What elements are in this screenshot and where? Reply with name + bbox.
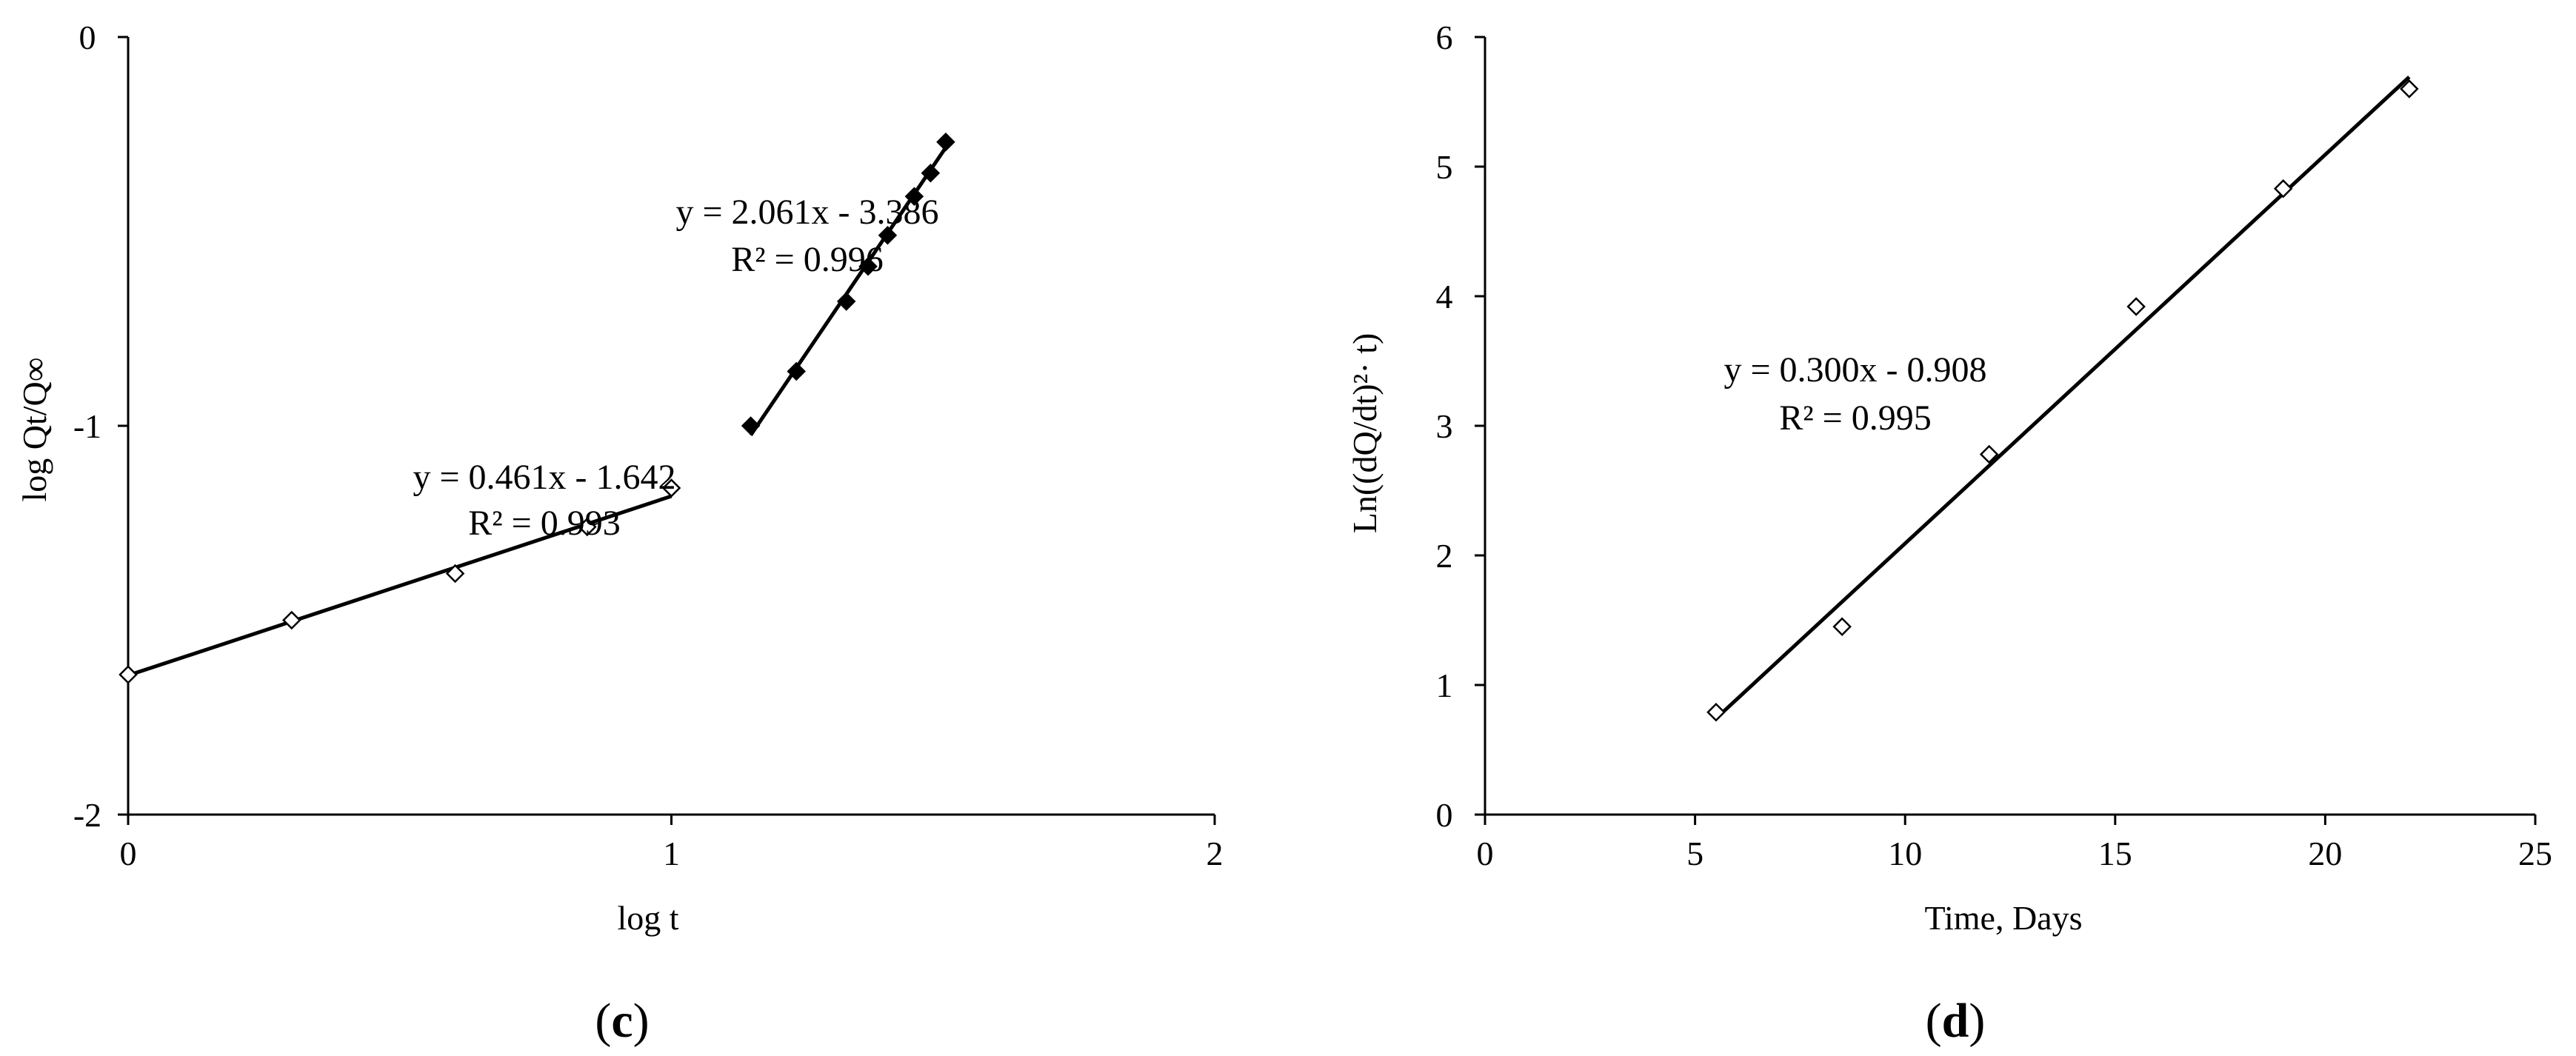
x-axis-title: Time, Days (1925, 899, 2083, 937)
y-tick-label: -2 (73, 796, 101, 834)
chart-c: -2 -1 0 0 1 2 log t log Qt/Q∞ (c) y = 0.461x - 1.… (16, 19, 1224, 1048)
y-tick-label: 2 (1436, 537, 1453, 575)
x-tick-label: 20 (2308, 835, 2342, 872)
y-axis-title: log Qt/Q∞ (16, 357, 53, 501)
panel-label: (d) (1926, 994, 1986, 1048)
data-point-open-diamond (119, 665, 138, 684)
y-tick-label: 6 (1436, 19, 1453, 56)
data-point-open-diamond (1979, 444, 1999, 464)
x-tick-label: 15 (2098, 835, 2132, 872)
data-point-open-diamond (578, 517, 597, 537)
y-tick-label: 4 (1436, 278, 1453, 315)
data-point-filled-diamond (836, 292, 856, 311)
x-tick-label: 25 (2518, 835, 2552, 872)
y-tick-label: 5 (1436, 148, 1453, 186)
y-tick-label: -1 (73, 407, 101, 445)
x-tick-label: 1 (663, 835, 680, 872)
equation-label: y = 0.461x - 1.642 (413, 458, 675, 497)
data-point-filled-diamond (878, 225, 898, 245)
data-point-open-diamond (2126, 297, 2146, 316)
x-tick-label: 10 (1888, 835, 1922, 872)
data-point-filled-diamond (904, 187, 924, 207)
data-point-open-diamond (1832, 617, 1852, 637)
r2-label: R² = 0.996 (731, 240, 883, 279)
y-axis-title: Ln((dQ/dt)²· t) (1346, 333, 1384, 534)
x-tick-label: 5 (1686, 835, 1704, 872)
y-tick-label: 3 (1436, 407, 1453, 445)
y-tick-label: 1 (1436, 666, 1453, 704)
y-tick-label: 0 (1436, 796, 1453, 834)
data-point-filled-diamond (787, 361, 806, 381)
x-tick-label: 0 (1477, 835, 1494, 872)
r2-label: R² = 0.995 (1779, 398, 1931, 438)
trendline (1715, 76, 2411, 720)
x-axis-title: log t (617, 899, 678, 937)
data-point-filled-diamond (921, 163, 941, 183)
x-tick-label: 0 (120, 835, 137, 872)
equation-label: y = 2.061x - 3.386 (675, 193, 938, 232)
data-point-filled-diamond (936, 132, 955, 152)
chart-d: 0 1 2 3 4 5 6 0 5 10 15 20 25 Time, Days Ln((dQ/dt)²· … (1346, 19, 2552, 1048)
data-point-filled-diamond (741, 416, 761, 435)
data-point-filled-diamond (858, 256, 878, 276)
data-point-open-diamond (445, 564, 465, 584)
data-point-open-diamond (282, 610, 301, 630)
panel-label: (c) (595, 994, 649, 1048)
x-tick-label: 2 (1207, 835, 1224, 872)
data-point-open-diamond (661, 478, 681, 498)
data-point-open-diamond (1706, 702, 1726, 722)
data-point-open-diamond (2400, 79, 2419, 98)
y-tick-label: 0 (79, 19, 96, 56)
equation-label: y = 0.300x - 0.908 (1724, 350, 1986, 390)
r2-label: R² = 0.993 (468, 504, 620, 543)
data-point-open-diamond (2273, 178, 2293, 198)
